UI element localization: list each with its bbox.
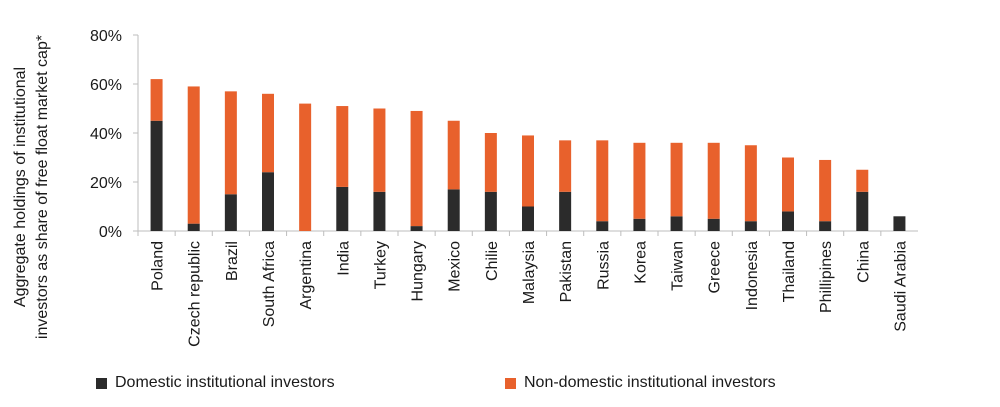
- bar-domestic-south-africa: [262, 172, 274, 231]
- bar-non-domestic-taiwan: [670, 142, 683, 217]
- bar-non-domestic-hungary: [410, 110, 423, 227]
- bar-non-domestic-indonesia: [744, 145, 757, 222]
- legend-label-non-domestic: Non-domestic institutional investors: [524, 374, 776, 391]
- bar-non-domestic-malaysia: [522, 135, 534, 207]
- bar-non-domestic-pakistan: [559, 140, 572, 192]
- bar-domestic-hungary: [410, 226, 423, 231]
- x-tick-label: Argentina: [298, 241, 315, 310]
- bar-domestic-brazil: [224, 194, 237, 231]
- bar-domestic-russia: [596, 221, 609, 231]
- legend-swatch-non-domestic: [505, 377, 516, 389]
- bar-non-domestic-turkey: [373, 108, 386, 192]
- bar-non-domestic-argentina: [299, 103, 312, 231]
- x-tick-label: Indonesia: [744, 241, 761, 310]
- bar-domestic-poland: [150, 120, 163, 231]
- x-tick-label: Czech republic: [187, 241, 204, 347]
- x-tick-label: Pakistan: [558, 241, 575, 302]
- bar-domestic-phillipines: [819, 221, 832, 231]
- bar-non-domestic-greece: [707, 142, 720, 219]
- bar-domestic-mexico: [447, 189, 460, 231]
- y-axis-label-line-1: Aggregate holdings of institutional: [12, 67, 29, 307]
- x-tick-label: Turkey: [372, 241, 389, 289]
- bar-domestic-turkey: [373, 191, 386, 231]
- bar-non-domestic-russia: [596, 140, 609, 222]
- y-tick-label: 0%: [99, 224, 122, 241]
- bar-non-domestic-chilie: [484, 133, 497, 192]
- bar-non-domestic-poland: [150, 79, 163, 121]
- bar-domestic-china: [856, 191, 869, 231]
- y-tick-label: 80%: [90, 28, 122, 45]
- x-tick-label: Thailand: [781, 241, 798, 302]
- x-tick-label: Russia: [595, 241, 612, 290]
- x-tick-label: South Africa: [261, 241, 278, 327]
- bars: [150, 79, 906, 231]
- bar-domestic-taiwan: [670, 216, 683, 231]
- y-axis-label-line-2: investors as share of free float market …: [34, 35, 51, 339]
- x-tick-label: Brazil: [224, 241, 241, 281]
- legend-swatch-domestic: [96, 377, 107, 389]
- x-tick-label: Poland: [150, 241, 167, 291]
- x-tick-label: India: [335, 241, 352, 276]
- bar-non-domestic-phillipines: [819, 159, 832, 222]
- bar-non-domestic-korea: [633, 142, 646, 219]
- x-tick-label: Hungary: [410, 241, 427, 301]
- x-tick-label: China: [855, 241, 872, 283]
- x-tick-label: Malaysia: [521, 241, 538, 304]
- bar-domestic-greece: [707, 218, 720, 231]
- bar-domestic-thailand: [782, 211, 794, 231]
- bar-non-domestic-czech-republic: [187, 86, 200, 224]
- bar-domestic-korea: [633, 218, 646, 231]
- bar-domestic-czech-republic: [187, 223, 200, 231]
- bar-domestic-indonesia: [744, 221, 757, 231]
- bar-non-domestic-china: [856, 169, 869, 192]
- x-tick-label: Phillipines: [818, 241, 835, 313]
- bar-non-domestic-mexico: [447, 120, 460, 190]
- x-tick-label: Korea: [632, 241, 649, 284]
- legend-item-non-domestic: Non-domestic institutional investors: [505, 374, 776, 392]
- bar-domestic-chilie: [484, 191, 497, 231]
- x-tick-label: Greece: [707, 241, 724, 294]
- bar-non-domestic-brazil: [224, 91, 237, 195]
- y-tick-label: 40%: [90, 126, 122, 143]
- y-tick-label: 20%: [90, 175, 122, 192]
- x-tick-label: Chilie: [484, 241, 501, 281]
- y-axis: 0% 20% 40% 60% 80%: [90, 28, 138, 241]
- bar-non-domestic-thailand: [782, 157, 794, 212]
- x-tick-label: Saudi Arabia: [892, 241, 909, 332]
- bar-non-domestic-india: [336, 106, 349, 187]
- legend-label-domestic: Domestic institutional investors: [115, 374, 335, 391]
- legend-item-domestic: Domestic institutional investors: [96, 374, 335, 392]
- y-tick-label: 60%: [90, 77, 122, 94]
- x-tick-label: Mexico: [447, 241, 464, 292]
- x-tick-label: Taiwan: [670, 241, 687, 291]
- bar-non-domestic-south-africa: [262, 93, 274, 173]
- x-axis: Poland Czech republic Brazil South Africa Ar…: [137, 231, 909, 347]
- bar-domestic-malaysia: [522, 206, 534, 231]
- y-axis-label: Aggregate holdings of institutional inve…: [12, 35, 51, 339]
- bar-domestic-india: [336, 186, 349, 231]
- bar-domestic-pakistan: [559, 191, 572, 231]
- bar-domestic-saudi-arabia: [893, 216, 906, 231]
